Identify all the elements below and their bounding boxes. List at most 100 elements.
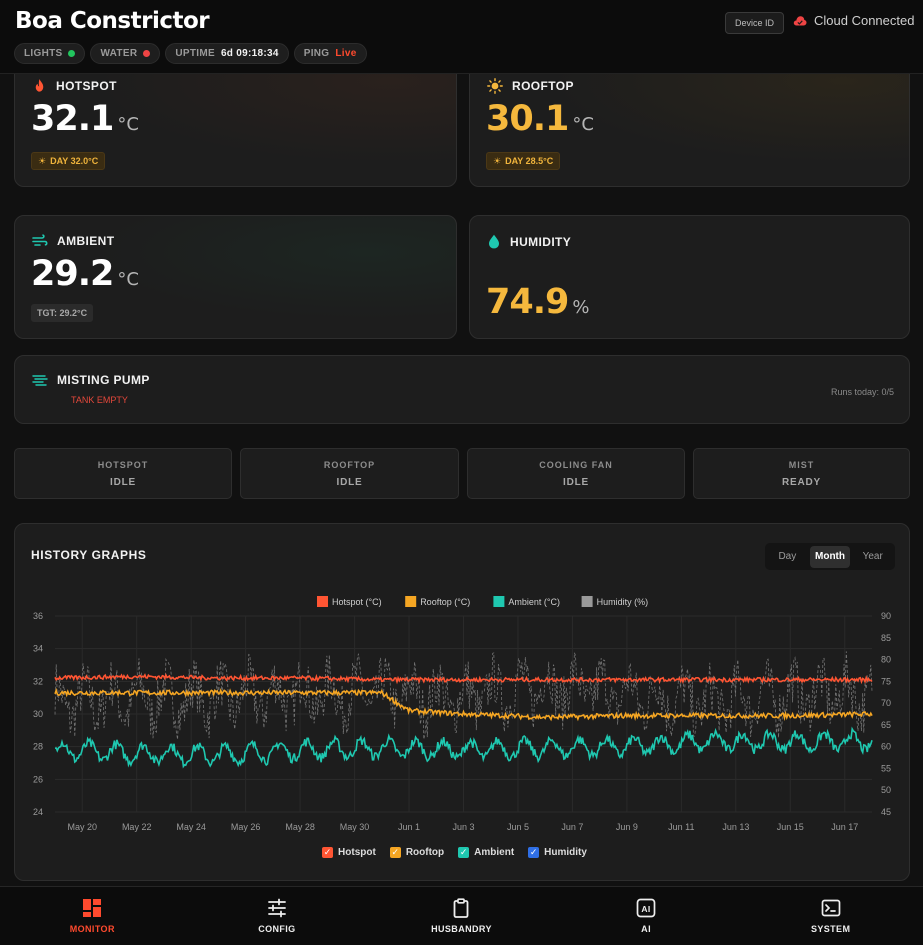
rooftop-day-tag: ☀ DAY 28.5°C [486, 152, 561, 170]
ping-chip: PING Live [293, 43, 367, 64]
x-tick-label: May 24 [176, 822, 206, 832]
hotspot-status-box: HOTSPOT IDLE [14, 448, 232, 499]
toggle-label: Ambient [474, 847, 515, 858]
cooling-fan-status-box: COOLING FAN IDLE [467, 448, 685, 499]
water-label: WATER [100, 48, 138, 59]
nav-husbandry[interactable]: HUSBANDRY [369, 887, 554, 945]
rooftop-label: ROOFTOP [512, 79, 574, 93]
uptime-chip: UPTIME 6d 09:18:34 [165, 43, 289, 64]
ambient-card-header: AMBIENT [32, 234, 114, 248]
ambient-label: AMBIENT [57, 234, 115, 248]
toggle-rooftop[interactable]: ✓ Rooftop [389, 847, 444, 858]
rooftop-reading: 30.1 °C [486, 99, 594, 139]
toggle-ambient[interactable]: ✓ Ambient [458, 847, 514, 858]
mist-status-box: MIST READY [693, 448, 910, 499]
nav-label: CONFIG [258, 924, 296, 934]
range-month-button[interactable]: Month [809, 545, 851, 568]
y-left-tick-label: 32 [33, 676, 43, 686]
y-left-tick-label: 28 [33, 742, 43, 752]
y-left-tick-label: 30 [33, 709, 43, 719]
nav-ai[interactable]: AI AI [554, 887, 739, 945]
status-box-value: IDLE [110, 477, 136, 488]
x-tick-label: Jun 3 [452, 822, 474, 832]
x-tick-label: May 22 [122, 822, 152, 832]
history-chart: Hotspot (°C) Rooftop (°C) Ambient (°C) Humi… [33, 596, 891, 832]
mist-icon [32, 375, 48, 386]
checkbox-checked-icon: ✓ [528, 847, 540, 858]
rooftop-card: ROOFTOP 30.1 °C ☀ DAY 28.5°C [469, 54, 910, 187]
y-right-tick-label: 90 [881, 611, 891, 621]
nav-label: HUSBANDRY [431, 924, 492, 934]
y-right-tick-label: 45 [881, 807, 891, 817]
wind-icon [32, 234, 48, 246]
cloud-icon [793, 16, 807, 26]
water-chip: WATER [90, 43, 161, 64]
sun-icon [487, 78, 503, 94]
nav-system[interactable]: SYSTEM [738, 887, 923, 945]
droplet-icon [489, 234, 499, 249]
range-day-button[interactable]: Day [778, 551, 797, 562]
x-tick-label: Jun 17 [831, 822, 858, 832]
grid-icon [83, 899, 102, 917]
range-year-button[interactable]: Year [862, 551, 883, 562]
y-left-tick-label: 34 [33, 644, 43, 654]
bottom-nav: MONITOR CONFIG HUSBANDRY AI AI SYSTEM [0, 886, 923, 945]
ambient-target-tag: TGT: 29.2°C [31, 304, 94, 322]
nav-config[interactable]: CONFIG [185, 887, 370, 945]
misting-pump-card: MISTING PUMP TANK EMPTY Runs today: 0/5 [14, 355, 910, 424]
hotspot-card: HOTSPOT 32.1 °C ☀ DAY 32.0°C [14, 54, 457, 187]
rooftop-status-box: ROOFTOP IDLE [240, 448, 459, 499]
clipboard-icon [454, 898, 469, 918]
cloud-status-text: Cloud Connected [814, 13, 915, 28]
sun-small-icon: ☀ [493, 155, 502, 166]
app-header: Boa Constrictor LIGHTS WATER UPTIME 6d 0… [0, 0, 923, 74]
humidity-unit: % [572, 297, 590, 318]
toggle-label: Humidity [544, 847, 587, 858]
ping-value: Live [335, 48, 357, 59]
ping-label: PING [303, 48, 330, 59]
misting-status: TANK EMPTY [71, 395, 128, 405]
legend-label: Hotspot (°C) [332, 597, 382, 607]
toggle-hotspot[interactable]: ✓ Hotspot [322, 847, 376, 858]
humidity-value: 74.9 [486, 282, 569, 322]
lights-chip: LIGHTS [14, 43, 86, 64]
sun-small-icon: ☀ [38, 155, 47, 166]
nav-monitor[interactable]: MONITOR [0, 887, 185, 945]
series-line [54, 651, 873, 740]
x-tick-label: May 20 [67, 822, 97, 832]
legend-label: Rooftop (°C) [420, 597, 470, 607]
series-line [54, 673, 873, 685]
ai-chip-icon: AI [636, 898, 656, 918]
y-right-tick-label: 85 [881, 633, 891, 643]
humidity-card: HUMIDITY 74.9% [469, 215, 910, 339]
legend-label: Humidity (%) [597, 597, 649, 607]
app-title: Boa Constrictor [15, 8, 210, 34]
ambient-card: AMBIENT 29.2 °C TGT: 29.2°C [14, 215, 457, 339]
ambient-reading: 29.2 °C [31, 254, 139, 294]
device-id-button[interactable]: Device ID [725, 12, 785, 34]
toggle-humidity[interactable]: ✓ Humidity [528, 847, 587, 858]
lights-label: LIGHTS [24, 48, 63, 59]
hotspot-day-target: DAY 32.0°C [50, 156, 99, 166]
x-tick-label: May 28 [285, 822, 315, 832]
nav-label: SYSTEM [810, 924, 851, 934]
x-tick-label: Jun 9 [616, 822, 638, 832]
y-right-tick-label: 60 [881, 742, 891, 752]
status-box-label: MIST [788, 460, 815, 470]
rooftop-card-header: ROOFTOP [487, 78, 574, 94]
x-tick-label: May 26 [231, 822, 261, 832]
uptime-value: 6d 09:18:34 [220, 48, 279, 59]
y-left-tick-label: 24 [33, 807, 43, 817]
status-chips: LIGHTS WATER UPTIME 6d 09:18:34 PING Liv… [14, 43, 367, 64]
status-box-value: IDLE [563, 477, 589, 488]
uptime-label: UPTIME [175, 48, 215, 59]
misting-label: MISTING PUMP [57, 373, 150, 387]
y-right-tick-label: 75 [881, 676, 891, 686]
hotspot-unit: °C [117, 114, 139, 135]
misting-card-header: MISTING PUMP [32, 373, 150, 387]
x-tick-label: Jun 13 [722, 822, 749, 832]
y-right-tick-label: 50 [881, 785, 891, 795]
x-tick-label: Jun 15 [777, 822, 804, 832]
status-box-label: COOLING FAN [539, 460, 613, 470]
status-box-label: HOTSPOT [97, 460, 149, 470]
